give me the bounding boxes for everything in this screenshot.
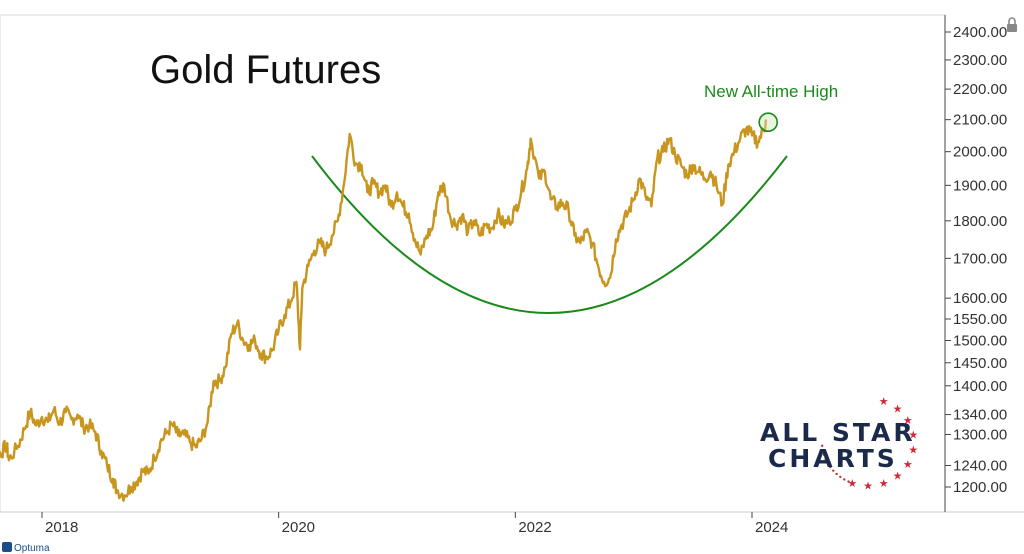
logo-dot [847,480,850,483]
x-tick-label: 2024 [755,519,788,536]
y-tick-label: 1500.00 [953,333,1007,350]
all-star-charts-logo: ★★★★★★★★★★ ALL STAR CHARTS [760,396,918,493]
logo-dot [824,457,827,461]
plot-frame [0,14,946,513]
logo-stars-arc: ★★★★★★★★★★ [820,396,918,493]
optuma-logo: Optuma [2,542,50,554]
y-tick-label: 1340.00 [953,407,1007,424]
y-tick-label: 2300.00 [953,52,1007,69]
y-tick-label: 1600.00 [953,290,1007,307]
y-tick-label: 1240.00 [953,457,1007,474]
logo-dot [822,453,826,456]
star-icon: ★ [879,478,889,490]
logo-dot [826,461,829,465]
svg-text:Optuma: Optuma [14,543,50,554]
x-tick-label: 2022 [518,519,551,536]
y-tick-label: 2200.00 [953,81,1007,98]
star-icon: ★ [863,481,873,493]
logo-dot [829,465,832,469]
y-tick-label: 1900.00 [953,177,1007,194]
y-tick-label: 1800.00 [953,213,1007,230]
star-icon: ★ [908,429,918,441]
ath-circle [758,112,779,133]
star-icon: ★ [893,470,903,482]
y-axis: 2400.00 2300.00 2200.00 2100.00 2000.00 1900.… [945,24,1007,496]
y-tick-label: 2000.00 [953,144,1007,161]
y-tick-label: 2100.00 [953,112,1007,129]
y-tick-label: 1300.00 [953,426,1007,443]
y-tick-label: 1200.00 [953,479,1007,496]
x-axis: 2018 2020 2022 2024 [41,512,788,536]
logo-dot [843,478,846,481]
logo-dot [835,472,838,476]
svg-text:ALL STAR: ALL STAR [760,418,916,447]
star-icon: ★ [903,459,913,471]
x-axis-strip [0,513,945,541]
gold-price-line [0,119,768,502]
chart-title: Gold Futures [150,48,381,92]
y-tick-label: 1550.00 [953,311,1007,328]
logo-dot [821,449,825,452]
logo-dot [839,475,842,479]
star-icon: ★ [893,404,903,416]
y-tick-label: 1450.00 [953,355,1007,372]
y-tick-label: 2400.00 [953,24,1007,41]
star-icon: ★ [903,415,913,427]
y-tick-label: 1700.00 [953,250,1007,267]
x-tick-label: 2020 [282,519,315,536]
logo-dot [832,469,835,472]
x-tick-label: 2018 [45,519,78,536]
star-icon: ★ [847,478,857,490]
star-icon: ★ [908,445,918,457]
cup-arc [311,155,788,314]
svg-text:CHARTS: CHARTS [768,444,898,473]
lock-icon[interactable] [1007,17,1017,32]
y-tick-label: 1400.00 [953,378,1007,395]
ath-annotation: New All-time High [704,82,838,101]
star-icon: ★ [879,396,889,408]
logo-dot [820,444,824,448]
